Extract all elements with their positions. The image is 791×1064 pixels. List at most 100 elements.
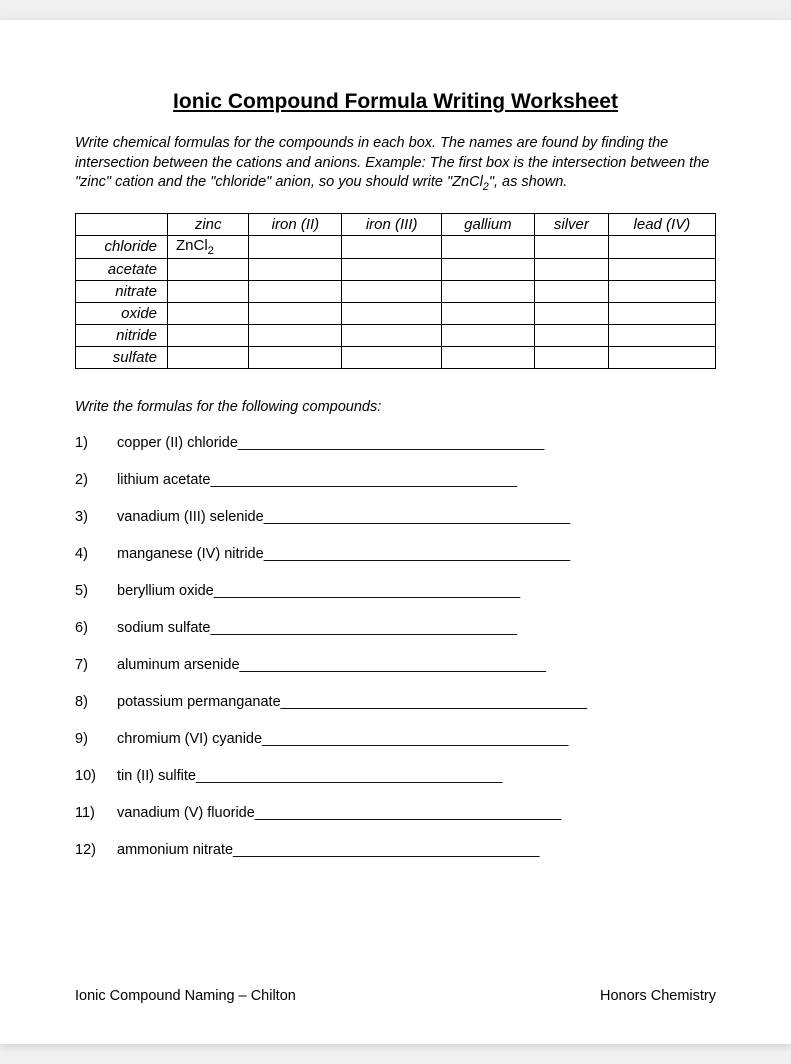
- table-cell[interactable]: [342, 302, 441, 324]
- question-row: 5)beryllium oxide ______________________…: [75, 583, 716, 599]
- table-cell[interactable]: [249, 280, 342, 302]
- column-header: iron (II): [249, 213, 342, 235]
- question-number: 11): [75, 805, 117, 821]
- table-row: nitride: [76, 324, 716, 346]
- table-cell[interactable]: [534, 346, 608, 368]
- question-text: tin (II) sulfite: [117, 768, 196, 784]
- question-number: 7): [75, 657, 117, 673]
- table-cell[interactable]: [342, 324, 441, 346]
- table-cell[interactable]: [608, 235, 715, 258]
- table-cell[interactable]: [168, 324, 249, 346]
- column-header: iron (III): [342, 213, 441, 235]
- table-cell[interactable]: [608, 346, 715, 368]
- table-cell[interactable]: [168, 302, 249, 324]
- page-title: Ionic Compound Formula Writing Worksheet: [75, 90, 716, 114]
- instructions-text: Write chemical formulas for the compound…: [75, 134, 716, 195]
- table-cell[interactable]: [534, 302, 608, 324]
- answer-blank[interactable]: ______________________________________: [196, 768, 502, 784]
- question-row: 8)potassium permanganate _______________…: [75, 694, 716, 710]
- answer-blank[interactable]: ______________________________________: [255, 805, 561, 821]
- question-row: 2)lithium acetate ______________________…: [75, 472, 716, 488]
- question-number: 12): [75, 842, 117, 858]
- answer-blank[interactable]: ______________________________________: [264, 546, 570, 562]
- table-cell[interactable]: [608, 302, 715, 324]
- table-cell[interactable]: [342, 346, 441, 368]
- question-number: 2): [75, 472, 117, 488]
- row-header: nitride: [76, 324, 168, 346]
- question-number: 9): [75, 731, 117, 747]
- table-cell[interactable]: [608, 324, 715, 346]
- table-cell[interactable]: [441, 302, 534, 324]
- table-cell[interactable]: [441, 346, 534, 368]
- page-footer: Ionic Compound Naming – Chilton Honors C…: [75, 978, 716, 1004]
- table-cell[interactable]: [441, 258, 534, 280]
- answer-blank[interactable]: ______________________________________: [233, 842, 539, 858]
- table-cell[interactable]: [249, 258, 342, 280]
- question-number: 6): [75, 620, 117, 636]
- question-text: beryllium oxide: [117, 583, 214, 599]
- row-header: oxide: [76, 302, 168, 324]
- column-header: zinc: [168, 213, 249, 235]
- question-row: 3)vanadium (III) selenide ______________…: [75, 509, 716, 525]
- answer-blank[interactable]: ______________________________________: [238, 435, 544, 451]
- question-row: 10)tin (II) sulfite ____________________…: [75, 768, 716, 784]
- column-header: lead (IV): [608, 213, 715, 235]
- footer-left: Ionic Compound Naming – Chilton: [75, 988, 296, 1004]
- table-cell[interactable]: [441, 324, 534, 346]
- table-cell[interactable]: [249, 235, 342, 258]
- question-number: 4): [75, 546, 117, 562]
- answer-blank[interactable]: ______________________________________: [281, 694, 587, 710]
- question-number: 3): [75, 509, 117, 525]
- question-number: 5): [75, 583, 117, 599]
- answer-blank[interactable]: ______________________________________: [264, 509, 570, 525]
- table-cell[interactable]: ZnCl2: [168, 235, 249, 258]
- table-cell[interactable]: [608, 258, 715, 280]
- question-text: manganese (IV) nitride: [117, 546, 264, 562]
- table-cell[interactable]: [608, 280, 715, 302]
- row-header: sulfate: [76, 346, 168, 368]
- table-cell[interactable]: [249, 302, 342, 324]
- answer-blank[interactable]: ______________________________________: [214, 583, 520, 599]
- table-cell[interactable]: [249, 346, 342, 368]
- table-cell[interactable]: [168, 280, 249, 302]
- table-cell[interactable]: [441, 280, 534, 302]
- table-cell[interactable]: [534, 324, 608, 346]
- table-cell[interactable]: [534, 235, 608, 258]
- table-corner-cell: [76, 213, 168, 235]
- table-body: chlorideZnCl2acetatenitrateoxidenitrides…: [76, 235, 716, 368]
- question-text: aluminum arsenide: [117, 657, 240, 673]
- table-row: sulfate: [76, 346, 716, 368]
- row-header: acetate: [76, 258, 168, 280]
- table-cell[interactable]: [168, 346, 249, 368]
- question-text: vanadium (V) fluoride: [117, 805, 255, 821]
- question-text: copper (II) chloride: [117, 435, 238, 451]
- column-header: gallium: [441, 213, 534, 235]
- table-cell[interactable]: [441, 235, 534, 258]
- table-cell[interactable]: [249, 324, 342, 346]
- table-cell[interactable]: [168, 258, 249, 280]
- table-cell[interactable]: [534, 258, 608, 280]
- table-cell[interactable]: [342, 235, 441, 258]
- answer-blank[interactable]: ______________________________________: [240, 657, 546, 673]
- question-number: 1): [75, 435, 117, 451]
- answer-blank[interactable]: ______________________________________: [211, 620, 517, 636]
- question-row: 1)copper (II) chloride _________________…: [75, 435, 716, 451]
- table-cell[interactable]: [342, 280, 441, 302]
- question-row: 6)sodium sulfate _______________________…: [75, 620, 716, 636]
- answer-blank[interactable]: ______________________________________: [262, 731, 568, 747]
- question-text: potassium permanganate: [117, 694, 281, 710]
- table-cell[interactable]: [342, 258, 441, 280]
- table-row: nitrate: [76, 280, 716, 302]
- question-list: 1)copper (II) chloride _________________…: [75, 435, 716, 978]
- question-text: vanadium (III) selenide: [117, 509, 264, 525]
- question-text: sodium sulfate: [117, 620, 211, 636]
- answer-blank[interactable]: ______________________________________: [211, 472, 517, 488]
- question-text: lithium acetate: [117, 472, 211, 488]
- column-header: silver: [534, 213, 608, 235]
- question-row: 7)aluminum arsenide ____________________…: [75, 657, 716, 673]
- table-header-row: zinciron (II)iron (III)galliumsilverlead…: [76, 213, 716, 235]
- section2-intro: Write the formulas for the following com…: [75, 399, 716, 415]
- formula-grid-table: zinciron (II)iron (III)galliumsilverlead…: [75, 213, 716, 369]
- question-text: chromium (VI) cyanide: [117, 731, 262, 747]
- table-cell[interactable]: [534, 280, 608, 302]
